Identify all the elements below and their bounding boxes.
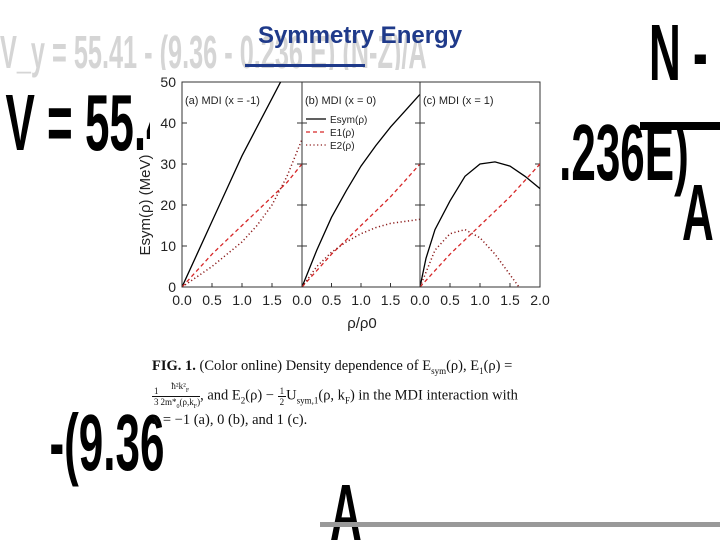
- x-tick-label: 1.0: [470, 292, 490, 308]
- x-tick-label: 1.5: [381, 292, 401, 308]
- x-axis: 0.0 0.5 1.0 1.5 0.0 0.5 1.0 1.5 0.0 0.5 1.0 1.5 2.0: [172, 283, 550, 308]
- title-underline: [245, 64, 365, 67]
- x-tick-label: 0.0: [172, 292, 192, 308]
- bg-formula-bottom-a: A: [330, 468, 362, 540]
- bg-fraction-bar: [640, 122, 720, 130]
- y-axis-label: Esym(ρ) (MeV): [137, 154, 154, 255]
- y-tick-label: 10: [160, 238, 176, 254]
- caption-line3: x = −1 (a), 0 (b), and 1 (c).: [152, 412, 308, 429]
- bg-formula-frac-bottom: A: [682, 168, 714, 257]
- series-line-esym: [420, 161, 540, 287]
- series-line-esym: [182, 82, 282, 287]
- y-tick-label: 50: [160, 74, 176, 90]
- series-line-esym: [302, 93, 420, 287]
- bg-formula-bottom-left: -(9.36: [50, 398, 165, 487]
- caption-line2-d: (ρ, k: [318, 387, 345, 404]
- caption-text-3: (ρ) =: [483, 358, 513, 374]
- caption-label: FIG. 1.: [152, 358, 196, 374]
- y-tick-label: 20: [160, 197, 176, 213]
- caption-line2-b: (ρ) −: [245, 387, 278, 404]
- x-tick-label: 0.5: [322, 292, 342, 308]
- caption-line2-a: , and E: [200, 387, 241, 404]
- y-tick-label: 0: [168, 279, 176, 295]
- caption-line2-e: ) in the MDI interaction with: [349, 387, 518, 404]
- caption-fraction-kinetic: ħ²k²F 2m*0(ρ,kF): [160, 380, 201, 410]
- footer-bar: [320, 522, 720, 527]
- legend-label: Esym(ρ): [330, 115, 367, 126]
- figure-caption: FIG. 1. (Color online) Density dependenc…: [152, 358, 518, 429]
- caption-line2-c: U: [286, 387, 297, 404]
- y-axis: 0 10 20 30 40 50: [160, 74, 176, 295]
- x-tick-label: 0.0: [292, 292, 312, 308]
- panel-title: (b) MDI (x = 0): [305, 95, 376, 107]
- x-axis-label: ρ/ρ0: [347, 315, 377, 332]
- x-tick-label: 1.5: [262, 292, 282, 308]
- panel-0: (a) MDI (x = -1): [181, 81, 303, 288]
- chart-legend: Esym(ρ) E1(ρ) E2(ρ): [306, 115, 367, 152]
- x-tick-label: 0.5: [202, 292, 222, 308]
- x-tick-label: 1.5: [500, 292, 520, 308]
- series-line-e1: [182, 163, 302, 287]
- x-tick-label: 0.0: [410, 292, 430, 308]
- x-tick-label: 2.0: [530, 292, 550, 308]
- x-tick-label: 0.5: [440, 292, 460, 308]
- series-line-e1: [302, 163, 420, 287]
- panel-title: (a) MDI (x = -1): [185, 95, 260, 107]
- y-tick-label: 40: [160, 115, 176, 131]
- panel-title: (c) MDI (x = 1): [423, 95, 494, 107]
- figure-background: [150, 70, 560, 340]
- legend-label: E2(ρ): [330, 141, 355, 152]
- x-tick-label: 1.0: [232, 292, 252, 308]
- x-tick-label: 1.0: [351, 292, 371, 308]
- series-line-e2: [420, 228, 520, 287]
- caption-text-2: (ρ), E: [446, 358, 480, 374]
- legend-label: E1(ρ): [330, 128, 355, 139]
- caption-text-1: (Color online) Density dependence of E: [195, 358, 432, 374]
- series-line-e1: [420, 163, 540, 287]
- bg-formula-top: V_y = 55.41 - (9.36 - 0.236 E) (N-Z)/A: [0, 26, 427, 78]
- y-tick-label: 30: [160, 156, 176, 172]
- slide-title: Symmetry Energy: [257, 22, 463, 49]
- bg-formula-frac-top: N - Z: [649, 8, 720, 97]
- series-line-e2: [182, 139, 302, 287]
